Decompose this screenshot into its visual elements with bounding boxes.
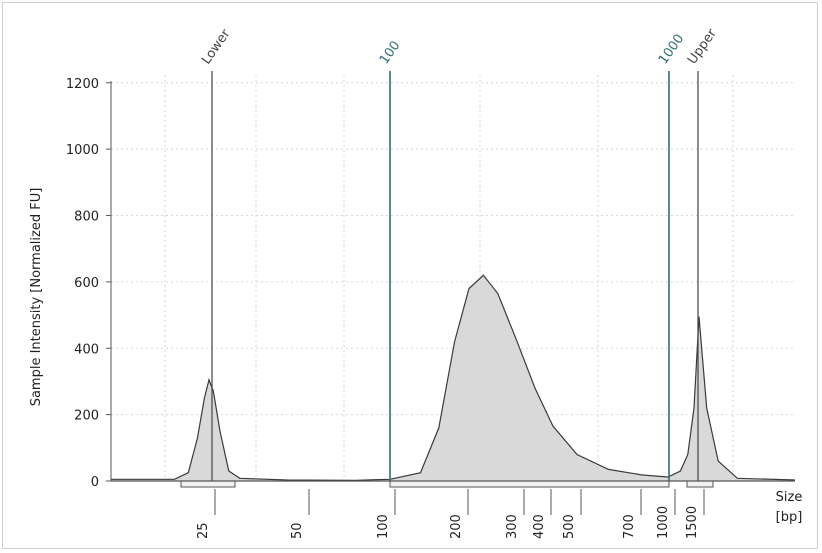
marker-label-lower: Lower [199,26,234,67]
x-axis-label-line1: Size [776,490,803,505]
x-tick-label: 500 [562,514,577,539]
marker-label-100: 100 [377,38,404,67]
marker-label-upper: Upper [685,26,720,67]
x-tick-label: 700 [622,514,637,539]
trace-line [111,274,796,481]
trace-area [111,274,796,488]
y-tick-label: 600 [74,276,99,291]
peak-region-box [686,480,714,488]
marker-label-1000: 1000 [656,32,687,68]
x-tick-label: 200 [449,514,464,539]
x-tick-label: 1500 [685,506,700,539]
x-tick-label: 300 [505,514,520,539]
y-axis-label: Sample Intensity [Normalized FU] [29,188,44,407]
y-tick-label: 800 [74,210,99,225]
y-tick-label: 1000 [66,143,99,158]
x-tick-label: 100 [376,514,391,539]
y-tick-label: 200 [74,409,99,424]
trace-fill [111,275,795,481]
x-tick-label: 50 [290,522,305,539]
peak-region-box [180,480,236,488]
axes: 0 200 400 600 800 1000 1200 25 50 100 200 300 400 500… [66,77,795,539]
y-tick-label: 0 [91,475,99,490]
y-tick-label: 1200 [66,77,99,92]
x-tick-label: 400 [532,514,547,539]
y-tick-label: 400 [74,342,99,357]
peak-region-box [389,480,670,488]
x-axis-label-line2: [bp] [776,510,803,525]
x-tick-label: 25 [196,522,211,539]
x-tick-label: 1000 [656,506,671,539]
